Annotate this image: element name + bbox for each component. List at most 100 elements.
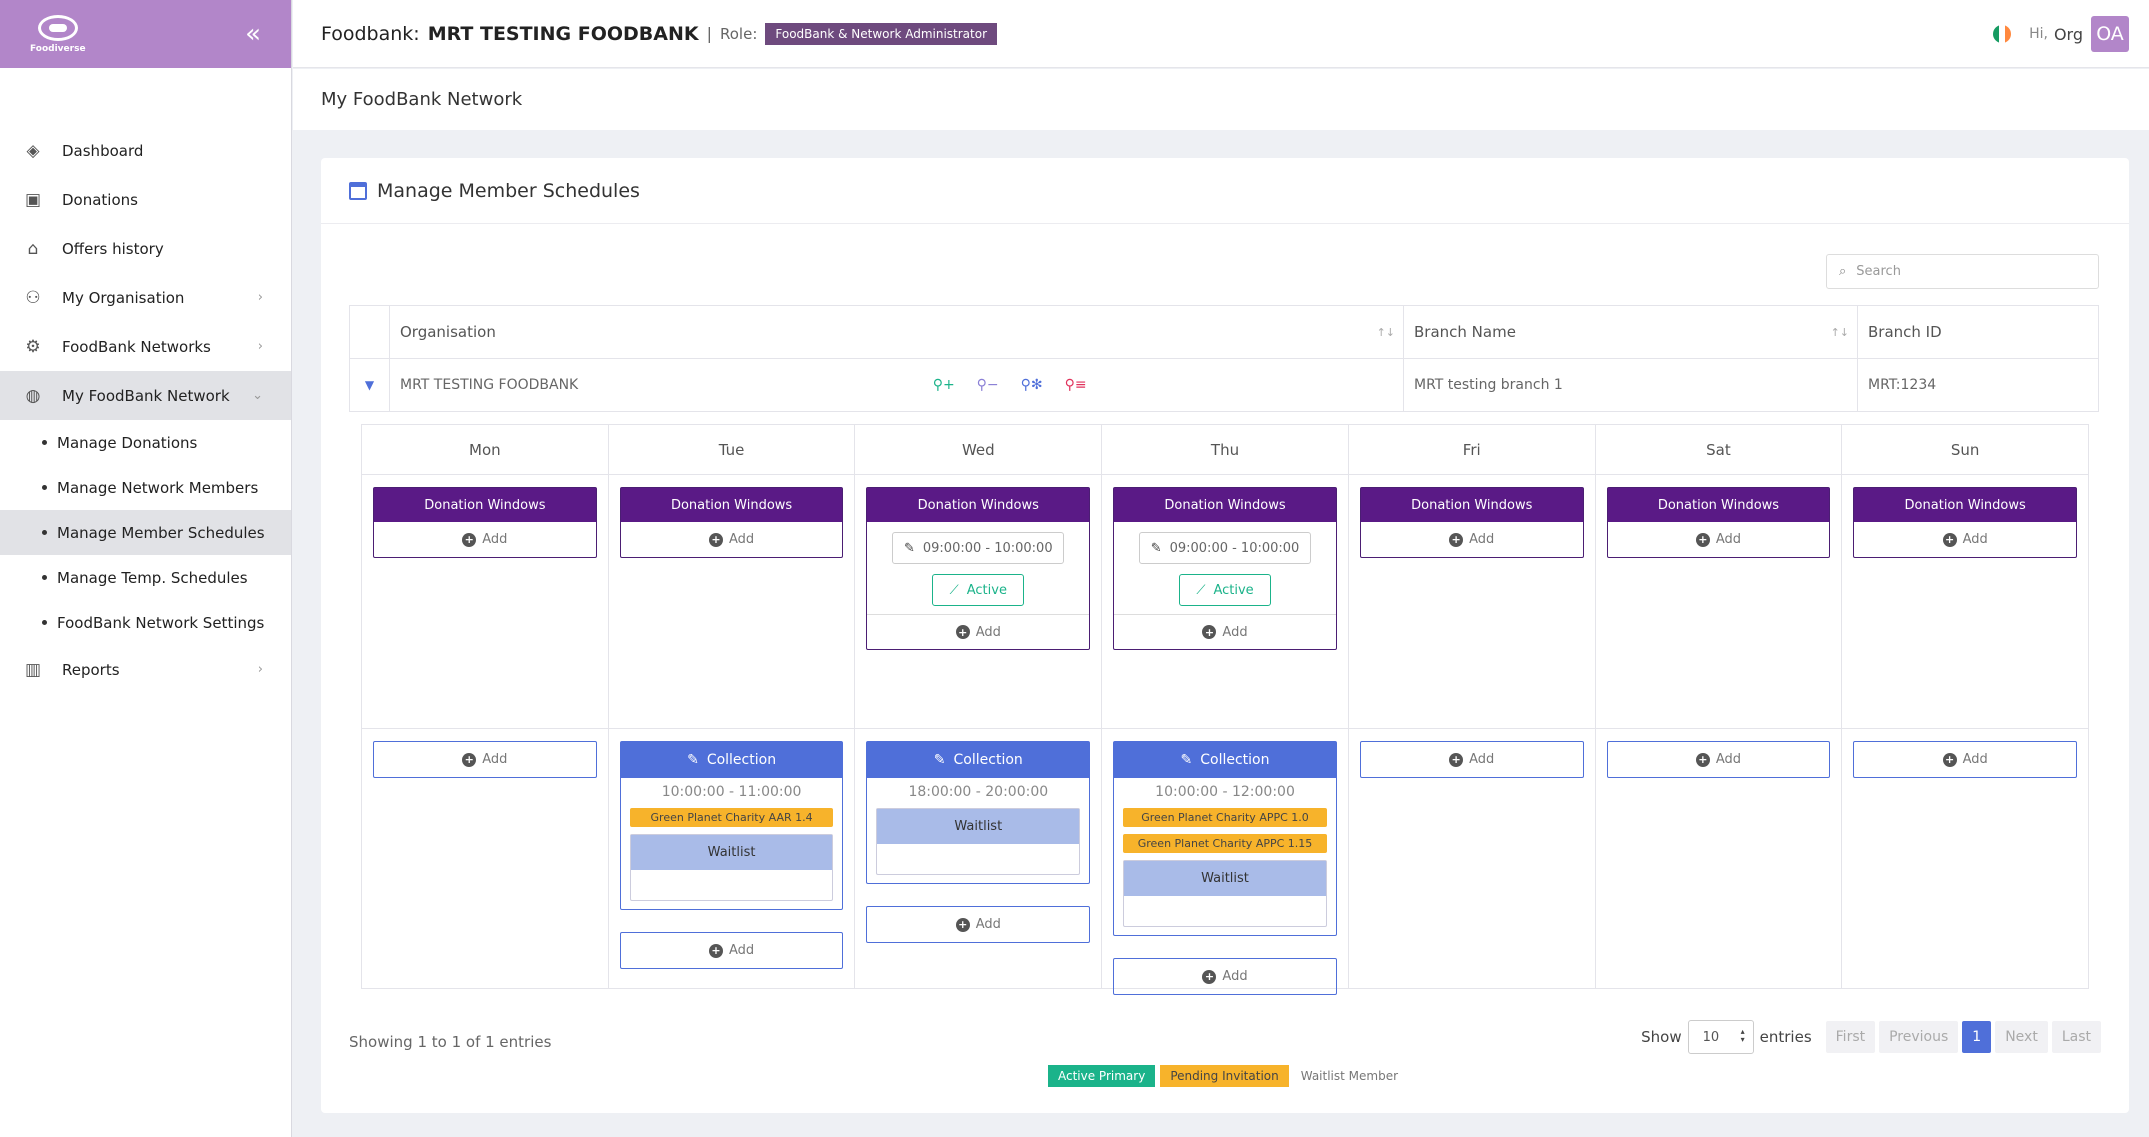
waitlist-box: Waitlist [629,834,834,901]
last-page-button[interactable]: Last [2051,1021,2101,1053]
day-name: Sun [1842,425,2089,475]
next-page-button[interactable]: Next [1995,1021,2048,1053]
page-1-button[interactable]: 1 [1962,1021,1992,1053]
org-icon: ⚇ [25,287,41,308]
manage-users-icon[interactable]: ⚲≡ [1064,377,1087,393]
waitlist-header: Waitlist [630,835,833,870]
sidebar-item-label: Offers history [62,239,164,258]
add-donation-window-button[interactable]: + Add [1114,614,1336,649]
pending-member-badge[interactable]: Green Planet Charity APPC 1.0 [1123,808,1327,827]
sort-icon[interactable]: ↑↓ [1376,326,1395,339]
plus-circle-icon: + [1695,532,1710,547]
network-icon: ⚙ [25,336,41,357]
chevron-right-icon: › [257,339,263,354]
add-collection-button[interactable]: + Add [373,741,597,778]
window-time-label: 09:00:00 - 10:00:00 [922,540,1053,556]
schedules-card: Manage Member Schedules ⌕ Search Organis… [321,158,2129,1113]
add-label: Add [728,532,755,547]
donation-windows-section: Donation Windows + Add [1348,475,1595,729]
settings-users-icon[interactable]: ⚲✻ [1020,377,1043,393]
donation-window-time[interactable]: ✎ 09:00:00 - 10:00:00 [892,532,1065,564]
add-user-icon[interactable]: ⚲+ [932,377,955,393]
add-donation-window-button[interactable]: + Add [1608,522,1830,557]
donation-windows-box: Donation Windows ✎ 09:00:00 - 10:00:00 ⟋ A… [1113,487,1337,650]
cell-branch-id: MRT:1234 [1857,358,2099,412]
plus-circle-icon: + [462,752,477,767]
page-size-select[interactable]: 10 [1687,1020,1754,1054]
add-label: Add [975,624,1001,640]
column-header-organisation[interactable]: Organisation ↑↓ [389,305,1404,359]
collection-time: 10:00:00 - 11:00:00 [661,784,802,800]
layers-icon: ◈ [26,140,40,161]
pending-member-badge[interactable]: Green Planet Charity AAR 1.4 [629,808,834,827]
collapse-sidebar-icon[interactable]: « [245,19,261,49]
add-donation-window-button[interactable]: + Add [1854,522,2076,557]
user-name[interactable]: Org [2053,24,2083,44]
add-collection-button[interactable]: + Add [1359,741,1584,778]
column-header-label: Organisation [400,323,496,341]
sidebar-subitem-manage-member-schedules[interactable]: Manage Member Schedules [0,510,291,555]
sidebar-item-my-organisation[interactable]: ⚇ My Organisation › [0,273,291,322]
collection-header[interactable]: ✎ Collection [1114,742,1336,778]
sidebar-item-my-foodbank-network[interactable]: ◍ My FoodBank Network ⌄ [0,371,291,420]
avatar[interactable]: OA [2091,16,2129,52]
column-header-branch-id[interactable]: Branch ID [1857,305,2099,359]
flag-stripe-white [1999,25,2006,43]
first-page-button[interactable]: First [1825,1021,1876,1053]
sidebar-item-dashboard[interactable]: ◈ Dashboard [0,126,291,175]
donation-windows-box: Donation Windows + Add [1606,487,1831,558]
day-column-wed: Wed Donation Windows ✎ 09:00:00 - 10:00:0… [855,425,1103,988]
sidebar-item-reports[interactable]: ▥ Reports › [0,645,291,694]
donation-windows-box: Donation Windows + Add [1853,487,2078,558]
sidebar-subitem-foodbank-network-settings[interactable]: FoodBank Network Settings [0,600,291,645]
add-donation-window-button[interactable]: + Add [867,614,1090,649]
donation-windows-box: Donation Windows + Add [373,487,597,558]
remove-user-icon[interactable]: ⚲− [976,377,999,393]
add-donation-window-button[interactable]: + Add [621,522,843,557]
language-flag-icon[interactable] [1993,25,2012,43]
collection-box: ✎ Collection 10:00:00 - 11:00:00 Green Pl… [619,741,844,910]
expand-toggle[interactable]: ▼ [349,358,390,412]
add-donation-window-button[interactable]: + Add [374,522,596,557]
add-collection-button[interactable]: + Add [619,932,844,969]
column-header-branch-name[interactable]: Branch Name ↑↓ [1403,305,1858,359]
collection-header[interactable]: ✎ Collection [867,742,1090,778]
collection-header[interactable]: ✎ Collection [620,742,843,778]
row-actions: ⚲+ ⚲− ⚲✻ ⚲≡ [933,377,1087,393]
collections-section: + Add [1596,729,1842,778]
active-status-button[interactable]: ⟋ Active [1179,574,1272,606]
previous-page-button[interactable]: Previous [1879,1021,1959,1053]
donation-windows-header: Donation Windows [374,488,596,522]
collection-label: Collection [953,752,1023,768]
waitlist-header: Waitlist [1124,861,1326,896]
sort-icon[interactable]: ↑↓ [1830,326,1849,339]
add-collection-button[interactable]: + Add [866,906,1091,943]
add-collection-button[interactable]: + Add [1853,741,2078,778]
logo[interactable]: Foodiverse [30,14,86,54]
donation-window-time[interactable]: ✎ 09:00:00 - 10:00:00 [1139,532,1312,564]
collection-label: Collection [706,752,777,768]
add-donation-window-button[interactable]: + Add [1361,522,1583,557]
pending-member-badge[interactable]: Green Planet Charity APPC 1.15 [1123,834,1327,853]
donation-windows-header: Donation Windows [620,488,843,522]
sidebar-subitem-manage-network-members[interactable]: Manage Network Members [0,465,291,510]
trend-icon: ⟋ [1196,582,1206,598]
foodbank-label: Foodbank: [321,22,420,45]
sidebar-subitem-manage-donations[interactable]: Manage Donations [0,420,291,465]
sidebar-item-label: Dashboard [62,141,144,160]
sidebar-item-offers-history[interactable]: ⌂ Offers history [0,224,291,273]
edit-icon: ✎ [903,540,915,556]
chevron-right-icon: › [257,662,263,677]
sidebar-item-foodbank-networks[interactable]: ⚙ FoodBank Networks › [0,322,291,371]
trend-icon: ⟋ [949,582,959,598]
sidebar-item-donations[interactable]: ▣ Donations [0,175,291,224]
add-collection-button[interactable]: + Add [1113,958,1337,995]
sidebar-subitem-manage-temp-schedules[interactable]: Manage Temp. Schedules [0,555,291,600]
add-label: Add [1962,752,1988,767]
cart-icon: ⌂ [27,238,39,259]
add-collection-button[interactable]: + Add [1606,741,1831,778]
search-input[interactable]: ⌕ Search [1826,254,2099,289]
active-label: Active [1213,582,1254,598]
search-placeholder: Search [1856,264,1901,279]
active-status-button[interactable]: ⟋ Active [932,574,1025,606]
